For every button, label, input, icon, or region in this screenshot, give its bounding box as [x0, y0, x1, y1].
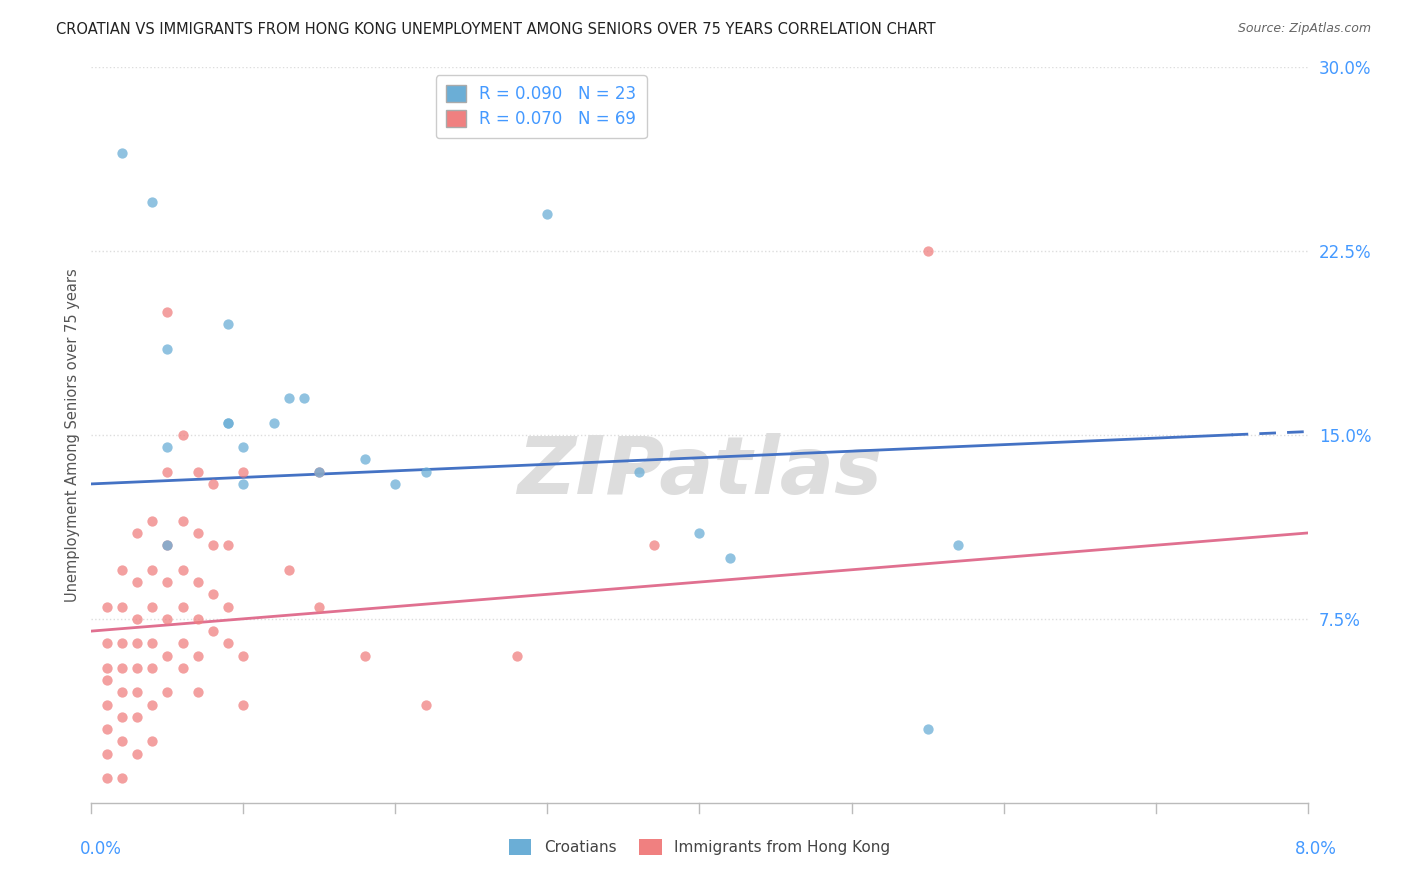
- Point: [96, 673, 118, 687]
- Point: [172, 514, 194, 528]
- Point: [96, 698, 118, 712]
- Point: [187, 612, 209, 626]
- Text: ZIPatlas: ZIPatlas: [517, 433, 882, 510]
- Point: [217, 318, 239, 332]
- Point: [172, 636, 194, 650]
- Point: [627, 465, 650, 479]
- Point: [384, 476, 406, 491]
- Point: [156, 538, 179, 552]
- Point: [172, 599, 194, 614]
- Point: [111, 685, 134, 699]
- Text: 0.0%: 0.0%: [80, 840, 122, 858]
- Point: [415, 698, 437, 712]
- Text: Source: ZipAtlas.com: Source: ZipAtlas.com: [1237, 22, 1371, 36]
- Point: [217, 599, 239, 614]
- Point: [141, 734, 163, 748]
- Point: [125, 710, 148, 724]
- Point: [217, 416, 239, 430]
- Point: [111, 145, 134, 160]
- Point: [156, 685, 179, 699]
- Point: [643, 538, 665, 552]
- Point: [187, 574, 209, 589]
- Point: [125, 685, 148, 699]
- Point: [202, 476, 225, 491]
- Point: [125, 661, 148, 675]
- Point: [141, 698, 163, 712]
- Point: [125, 747, 148, 761]
- Point: [354, 452, 377, 467]
- Point: [278, 391, 301, 405]
- Point: [232, 476, 254, 491]
- Point: [415, 465, 437, 479]
- Legend: Croatians, Immigrants from Hong Kong: Croatians, Immigrants from Hong Kong: [502, 833, 897, 862]
- Point: [217, 636, 239, 650]
- Point: [232, 648, 254, 663]
- Point: [308, 465, 330, 479]
- Point: [308, 465, 330, 479]
- Point: [125, 612, 148, 626]
- Point: [946, 538, 969, 552]
- Point: [202, 587, 225, 601]
- Point: [141, 194, 163, 209]
- Point: [172, 661, 194, 675]
- Point: [111, 710, 134, 724]
- Point: [96, 636, 118, 650]
- Point: [172, 563, 194, 577]
- Point: [111, 661, 134, 675]
- Point: [156, 574, 179, 589]
- Point: [263, 416, 285, 430]
- Point: [156, 342, 179, 356]
- Y-axis label: Unemployment Among Seniors over 75 years: Unemployment Among Seniors over 75 years: [65, 268, 80, 602]
- Point: [232, 440, 254, 454]
- Point: [111, 771, 134, 786]
- Point: [187, 465, 209, 479]
- Point: [232, 698, 254, 712]
- Point: [917, 244, 939, 258]
- Point: [96, 661, 118, 675]
- Point: [156, 538, 179, 552]
- Point: [187, 525, 209, 540]
- Point: [141, 514, 163, 528]
- Point: [232, 465, 254, 479]
- Point: [141, 661, 163, 675]
- Point: [308, 599, 330, 614]
- Point: [125, 574, 148, 589]
- Point: [278, 563, 301, 577]
- Point: [156, 648, 179, 663]
- Point: [354, 648, 377, 663]
- Point: [202, 538, 225, 552]
- Point: [536, 207, 558, 221]
- Point: [917, 723, 939, 737]
- Point: [96, 771, 118, 786]
- Point: [217, 416, 239, 430]
- Point: [292, 391, 315, 405]
- Point: [156, 612, 179, 626]
- Point: [202, 624, 225, 639]
- Point: [156, 440, 179, 454]
- Point: [141, 599, 163, 614]
- Point: [141, 636, 163, 650]
- Point: [217, 538, 239, 552]
- Point: [688, 525, 710, 540]
- Point: [96, 599, 118, 614]
- Point: [187, 648, 209, 663]
- Point: [111, 734, 134, 748]
- Point: [96, 747, 118, 761]
- Point: [156, 465, 179, 479]
- Point: [111, 636, 134, 650]
- Point: [506, 648, 529, 663]
- Point: [96, 723, 118, 737]
- Point: [141, 563, 163, 577]
- Point: [156, 305, 179, 319]
- Point: [125, 636, 148, 650]
- Point: [187, 685, 209, 699]
- Point: [111, 563, 134, 577]
- Point: [125, 525, 148, 540]
- Point: [718, 550, 741, 565]
- Point: [111, 599, 134, 614]
- Text: 8.0%: 8.0%: [1295, 840, 1337, 858]
- Text: CROATIAN VS IMMIGRANTS FROM HONG KONG UNEMPLOYMENT AMONG SENIORS OVER 75 YEARS C: CROATIAN VS IMMIGRANTS FROM HONG KONG UN…: [56, 22, 936, 37]
- Point: [172, 427, 194, 442]
